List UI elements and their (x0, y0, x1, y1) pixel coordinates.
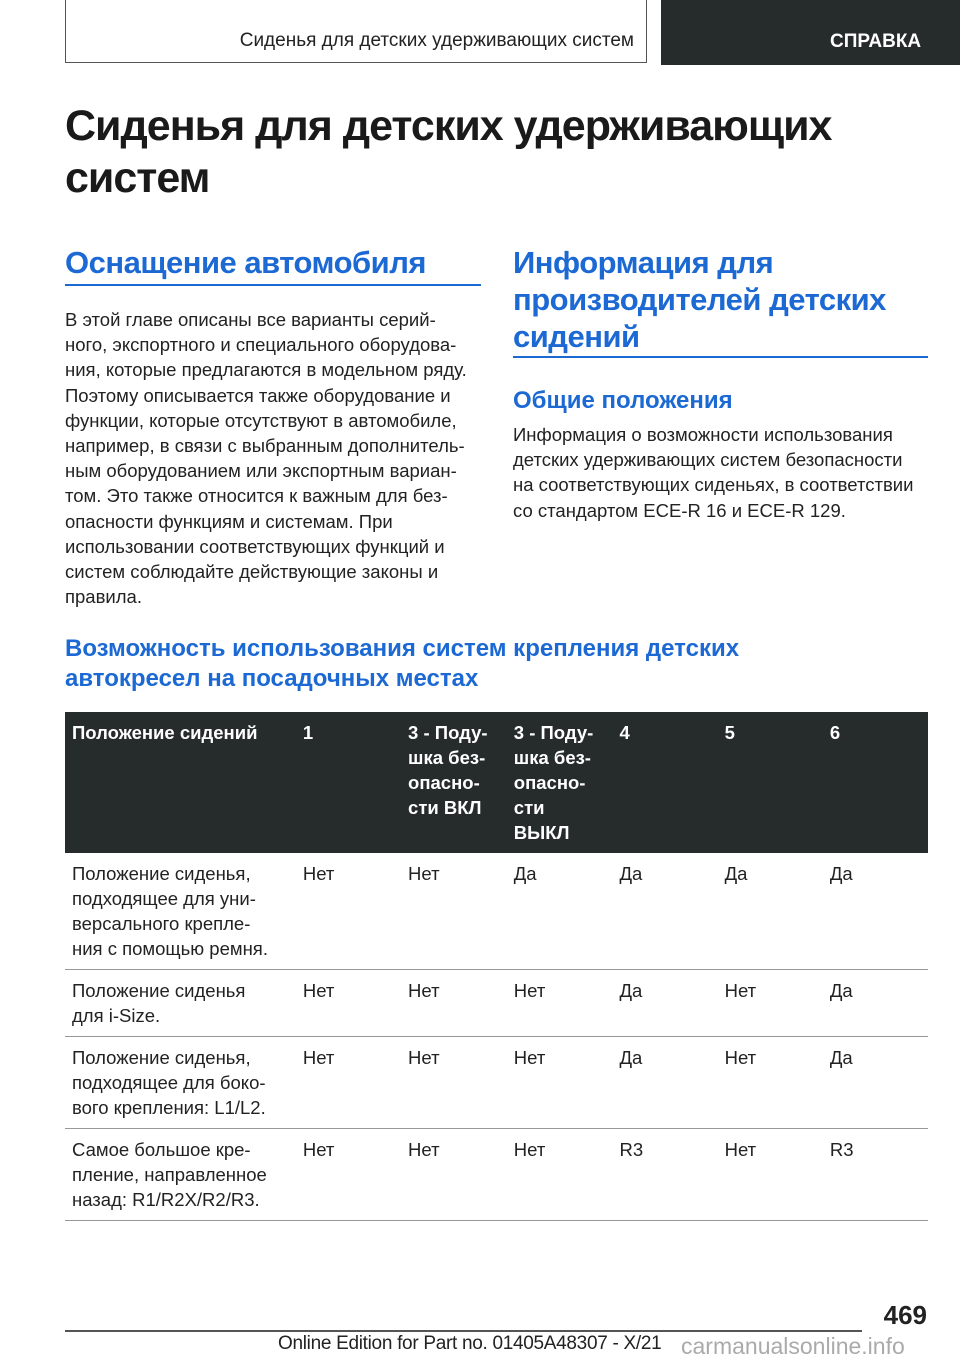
header-cell: Положение сидений (65, 712, 296, 853)
value-cell: Нет (295, 1128, 402, 1221)
value-cell: Да (506, 853, 613, 970)
value-cell: Да (612, 969, 718, 1037)
table-row: Положение сиденья для i-Size. Нет Нет Нет Да… (65, 969, 928, 1037)
section-tab[interactable]: СПРАВКА (661, 0, 960, 65)
value-cell: Да (612, 853, 718, 970)
value-cell: Да (822, 853, 928, 970)
seat-compatibility-table: Положение сидений 1 3 - Поду- шка без- о… (65, 712, 928, 1221)
watermark: carmanualsonline.info (681, 1333, 905, 1359)
value-cell: Да (822, 969, 928, 1037)
value-cell: Нет (401, 1128, 507, 1221)
value-cell: Нет (506, 969, 613, 1037)
row-label-cell: Положение сиденья, подходящее для уни- в… (65, 853, 296, 970)
running-title: Сиденья для детских удерживающих систем (239, 30, 634, 51)
table-row: Положение сиденья, подходящее для боко- … (65, 1036, 928, 1129)
value-cell: R3 (822, 1128, 928, 1221)
page-title: Сиденья для детских удерживающих систем (65, 102, 832, 202)
right-body-text: Информация о возможности использования д… (513, 424, 914, 521)
table-heading: Возможность использования систем креплен… (65, 635, 740, 692)
header-cell: 5 (717, 712, 823, 853)
section-tab-label: СПРАВКА (830, 31, 922, 52)
value-cell: Да (822, 1036, 928, 1129)
value-cell: R3 (612, 1128, 718, 1221)
header-cell: 3 - Поду- шка без- опасно- сти ВКЛ (401, 712, 507, 853)
value-cell: Нет (506, 1128, 613, 1221)
header-cell: 1 (295, 712, 402, 853)
value-cell: Да (612, 1036, 718, 1129)
running-header: Сиденья для детских удерживающих систем (65, 0, 647, 63)
table-row: Положение сиденья, подходящее для уни- в… (65, 853, 928, 970)
value-cell: Нет (401, 1036, 507, 1129)
row-label-cell: Положение сиденья, подходящее для боко- … (65, 1036, 296, 1129)
left-heading: Оснащение автомобиля (65, 245, 427, 280)
left-heading-rule (65, 284, 481, 286)
header-cell: 6 (822, 712, 928, 853)
right-subheading: Общие положения (513, 387, 733, 414)
table-row: Самое большое кре- пление, направленное … (65, 1128, 928, 1221)
row-label-cell: Положение сиденья для i-Size. (65, 969, 296, 1037)
edition-text: Online Edition for Part no. 01405A48307 … (278, 1333, 662, 1354)
left-body-text: В этой главе описаны все варианты серий-… (65, 309, 467, 608)
right-heading-rule (513, 356, 928, 358)
value-cell: Нет (295, 853, 402, 970)
value-cell: Да (717, 853, 823, 970)
row-label-cell: Самое большое кре- пление, направленное … (65, 1128, 296, 1221)
right-heading: Информация для производителей детских си… (513, 245, 886, 354)
value-cell: Нет (506, 1036, 613, 1129)
value-cell: Нет (717, 1036, 823, 1129)
value-cell: Нет (401, 969, 507, 1037)
value-cell: Нет (401, 853, 507, 970)
value-cell: Нет (295, 969, 402, 1037)
footer-rule (65, 1330, 862, 1332)
value-cell: Нет (717, 969, 823, 1037)
table-header-row: Положение сидений 1 3 - Поду- шка без- о… (65, 712, 928, 853)
header-cell: 3 - Поду- шка без- опасно- сти ВЫКЛ (506, 712, 613, 853)
value-cell: Нет (295, 1036, 402, 1129)
page-number: 469 (883, 1300, 927, 1330)
value-cell: Нет (717, 1128, 823, 1221)
header-cell: 4 (612, 712, 718, 853)
